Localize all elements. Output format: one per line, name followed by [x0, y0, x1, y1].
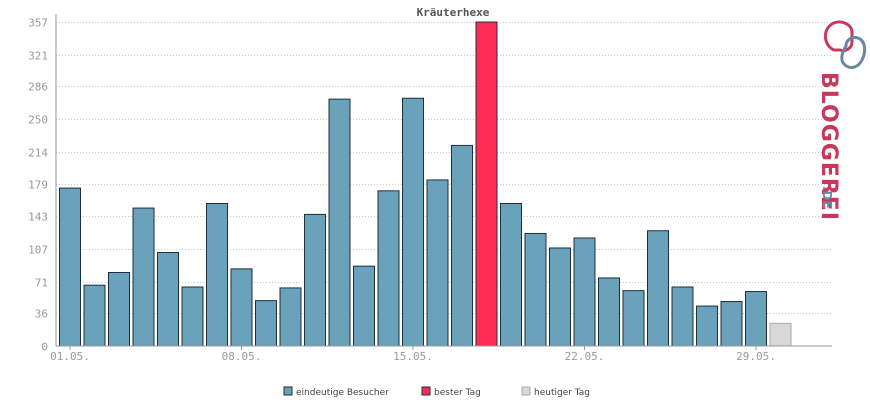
bar-0205	[83, 284, 106, 347]
legend-swatch-visitors	[283, 386, 293, 396]
bar-0105	[59, 187, 81, 347]
logo-text: BLOGGEREI	[816, 72, 841, 221]
y-axis-ticks: 0 36 71 107 143 179 214 250 286 321 357	[28, 17, 48, 354]
x-tick-label: 15.05.	[393, 350, 433, 363]
bar-2305	[598, 277, 620, 347]
x-tick-label: 22.05.	[565, 350, 605, 363]
bar-0505	[157, 252, 179, 347]
y-tick-label: 143	[28, 211, 48, 224]
y-tick-label: 357	[28, 17, 48, 30]
y-tick-label: 0	[41, 341, 48, 354]
bar-2205	[573, 237, 596, 347]
bar-0905	[255, 300, 277, 347]
bar-1905	[500, 203, 522, 347]
bar-1605	[426, 179, 449, 347]
y-tick-label: 71	[35, 277, 48, 290]
logo-suffix: .DE	[820, 186, 834, 209]
speech-bubbles-icon	[824, 20, 867, 69]
bar-1305	[353, 265, 375, 347]
y-tick-label: 250	[28, 114, 48, 127]
chart-title: Kräuterhexe	[417, 6, 490, 19]
y-tick-label: 321	[28, 50, 48, 63]
y-tick-label: 179	[28, 179, 48, 192]
bar-2805	[720, 301, 743, 347]
legend: eindeutige Besucher bester Tag heutiger Ta…	[283, 386, 590, 398]
bar-2505	[647, 230, 669, 347]
bar-2705	[696, 305, 718, 347]
x-axis-ticks: 01.05. 08.05. 15.05. 22.05. 29.05.	[50, 346, 776, 363]
bar-1505	[402, 97, 424, 347]
y-tick-label: 36	[35, 308, 48, 321]
x-tick-label: 29.05.	[736, 350, 776, 363]
bar-3005	[769, 322, 792, 347]
bar-1205	[328, 98, 351, 347]
legend-label-best: bester Tag	[434, 388, 481, 398]
bar-0305	[108, 271, 130, 347]
bar-0605	[181, 286, 204, 347]
bar-0405	[132, 207, 155, 347]
bars	[59, 21, 792, 347]
bar-2905	[745, 291, 767, 347]
y-tick-label: 214	[28, 147, 48, 160]
bar-2405	[622, 290, 645, 347]
y-tick-label: 107	[28, 244, 48, 257]
x-tick-label: 01.05.	[50, 350, 90, 363]
bar-2005	[524, 232, 547, 347]
legend-swatch-today	[521, 386, 531, 396]
bar-1105	[304, 213, 326, 347]
bar-1405	[377, 190, 400, 347]
x-tick-label: 08.05.	[222, 350, 262, 363]
legend-label-today: heutiger Tag	[534, 388, 590, 398]
bar-1705	[451, 144, 473, 347]
bar-1805	[475, 21, 498, 347]
y-tick-label: 286	[28, 81, 48, 94]
legend-label-visitors: eindeutige Besucher	[296, 388, 389, 398]
legend-swatch-best	[421, 386, 431, 396]
bar-2605	[671, 286, 694, 347]
bloggerei-logo[interactable]: BLOGGEREI .DE	[816, 20, 867, 221]
bar-0805	[230, 268, 253, 347]
bar-0705	[206, 203, 228, 347]
bar-1005	[279, 287, 302, 347]
bar-2105	[549, 247, 571, 347]
